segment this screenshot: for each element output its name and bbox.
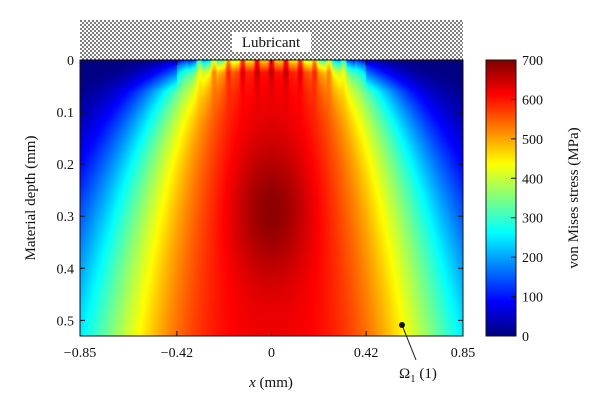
colorbar-tick-label: 600 xyxy=(522,93,543,108)
colorbar-tick-label: 200 xyxy=(522,251,543,266)
x-axis-var: x xyxy=(248,375,256,391)
y-tick-label: 0.1 xyxy=(57,106,75,121)
x-tick-label: 0 xyxy=(268,346,275,361)
colorbar: 0 100 200 300 400 500 600 700 von Mises stress … xyxy=(485,54,582,345)
x-tick-label: 0.85 xyxy=(451,346,476,361)
annotation-symbol: Ω xyxy=(399,366,410,382)
omega-annotation: Ω1 (1) xyxy=(399,322,437,385)
y-axis-ticks: 0 0.1 0.2 0.3 0.4 0.5 xyxy=(57,54,463,329)
x-tick-label: 0.42 xyxy=(354,346,379,361)
annotation-subscript: 1 xyxy=(410,373,416,385)
colorbar-ticks: 0 100 200 300 400 500 600 700 xyxy=(511,54,543,345)
annotation-suffix: (1) xyxy=(416,366,437,382)
colorbar-tick-label: 400 xyxy=(522,172,543,187)
x-axis-ticks: −0.85 −0.42 0 0.42 0.85 xyxy=(64,60,475,361)
y-tick-label: 0.3 xyxy=(57,210,75,225)
annotation-leader xyxy=(401,324,417,361)
annotation-label: Ω1 (1) xyxy=(399,366,437,385)
colorbar-tick-label: 300 xyxy=(522,212,543,227)
x-tick-label: −0.42 xyxy=(161,346,193,361)
stress-contour-heatmap xyxy=(80,60,463,336)
colorbar-tick-label: 500 xyxy=(522,133,543,148)
colorbar-label: von Mises stress (MPa) xyxy=(566,127,582,268)
y-tick-label: 0.2 xyxy=(57,158,75,173)
x-axis-unit: (mm) xyxy=(256,375,293,391)
y-tick-label: 0.4 xyxy=(57,262,75,277)
y-axis-label: Material depth (mm) xyxy=(23,136,39,261)
colorbar-tick-label: 700 xyxy=(522,54,543,69)
colorbar-tick-label: 100 xyxy=(522,291,543,306)
y-tick-label: 0.5 xyxy=(57,314,75,329)
plot-area xyxy=(79,59,464,337)
colorbar-tick-label: 0 xyxy=(522,330,529,345)
lubricant-layer: Lubricant xyxy=(80,20,463,60)
colorbar-gradient xyxy=(485,59,517,337)
x-tick-label: −0.85 xyxy=(64,346,96,361)
y-tick-label: 0 xyxy=(67,54,74,69)
x-axis-label: x (mm) xyxy=(248,375,293,391)
lubricant-label: Lubricant xyxy=(242,35,301,51)
